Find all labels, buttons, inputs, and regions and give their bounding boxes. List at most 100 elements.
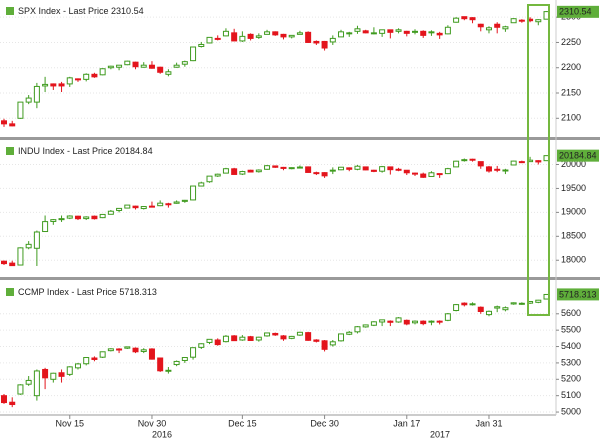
candle-down (116, 348, 123, 351)
candle-up (395, 317, 402, 323)
panel-separator (0, 277, 600, 280)
y-tick-label: 5200 (561, 374, 581, 384)
panel-separator (0, 137, 600, 140)
candle-up (510, 18, 517, 24)
candle-down (313, 172, 320, 175)
candle-up (124, 204, 131, 209)
y-tick-label: 5600 (561, 308, 581, 318)
candle-up (412, 320, 418, 324)
candle-up (99, 351, 106, 358)
candle-down (469, 17, 476, 21)
candle-up (206, 175, 213, 183)
candle-down (477, 161, 484, 167)
candle-down (272, 31, 279, 36)
candle-up (140, 206, 147, 210)
candle-down (436, 32, 443, 36)
candle-down (321, 172, 328, 177)
candle-up (362, 324, 369, 328)
candle-up (42, 83, 49, 87)
candle-down (420, 320, 427, 325)
candle-down (362, 166, 369, 171)
candle-up (329, 37, 336, 43)
candle-up (17, 101, 24, 119)
x-tick-label: Nov 15 (55, 418, 84, 428)
candle-up (190, 185, 197, 201)
candle-up (206, 338, 213, 343)
candle-up (461, 159, 468, 162)
candle-down (535, 160, 542, 163)
candle-down (58, 83, 65, 87)
candle-up (354, 165, 361, 170)
legend-label: CCMP Index - Last Price 5718.313 (18, 287, 157, 297)
candle-down (247, 169, 254, 173)
candle-up (50, 219, 57, 222)
candle-down (395, 168, 402, 171)
candle-up (165, 369, 172, 372)
candle-up (485, 310, 492, 316)
candle-up (66, 366, 73, 375)
candle-up (107, 65, 114, 69)
candle-up (428, 320, 435, 323)
candle-down (485, 166, 492, 172)
candle-down (148, 64, 155, 69)
candle-up (206, 36, 213, 44)
y-tick-label: 2150 (561, 87, 581, 97)
x-tick-label: Nov 30 (138, 418, 167, 428)
candle-down (231, 335, 238, 342)
candle-down (165, 203, 172, 206)
candle-up (296, 32, 303, 35)
candle-up (510, 302, 517, 305)
candle-down (132, 205, 139, 209)
y-tick-label: 2250 (561, 37, 581, 47)
candle-down (231, 32, 238, 42)
candle-down (494, 23, 501, 28)
candle-down (58, 372, 65, 377)
candle-up (239, 171, 246, 175)
candle-down (91, 357, 98, 360)
candle-up (255, 336, 262, 341)
candle-up (453, 304, 460, 312)
candle-up (190, 347, 197, 358)
candle-up (518, 302, 525, 305)
candle-down (272, 165, 279, 168)
candle-up (107, 348, 114, 352)
candle-up (264, 332, 271, 337)
candle-up (346, 32, 353, 35)
candle-up (502, 307, 509, 311)
y-tick-label: 18500 (561, 231, 586, 241)
y-tick-label: 2100 (561, 113, 581, 123)
x-tick-label: Dec 15 (228, 418, 257, 428)
candle-up (33, 370, 40, 397)
candle-up (181, 357, 188, 361)
last-price-box (557, 5, 599, 18)
candle-down (346, 167, 353, 170)
candle-up (469, 303, 476, 306)
candle-down (313, 40, 320, 44)
y-tick-label: 2200 (561, 62, 581, 72)
candle-down (247, 336, 254, 341)
candle-down (477, 306, 484, 312)
candle-up (239, 35, 246, 42)
candle-up (288, 167, 295, 170)
candle-up (25, 379, 32, 385)
candle-up (17, 247, 24, 266)
x-tick-label: Jan 31 (475, 418, 502, 428)
candle-down (1, 120, 7, 125)
candle-down (280, 166, 287, 169)
candle-up (428, 172, 435, 177)
candle-down (305, 332, 312, 341)
candle-up (50, 372, 57, 380)
candle-up (264, 31, 271, 35)
candle-up (354, 28, 361, 32)
candle-up (444, 26, 451, 35)
legend-label: SPX Index - Last Price 2310.54 (18, 6, 144, 16)
candle-up (502, 26, 509, 30)
candle-up (296, 166, 303, 169)
candle-down (461, 16, 468, 20)
candle-up (288, 335, 295, 339)
candle-down (477, 23, 484, 28)
candle-up (33, 85, 40, 103)
candle-down (518, 161, 525, 164)
candle-up (329, 341, 336, 346)
